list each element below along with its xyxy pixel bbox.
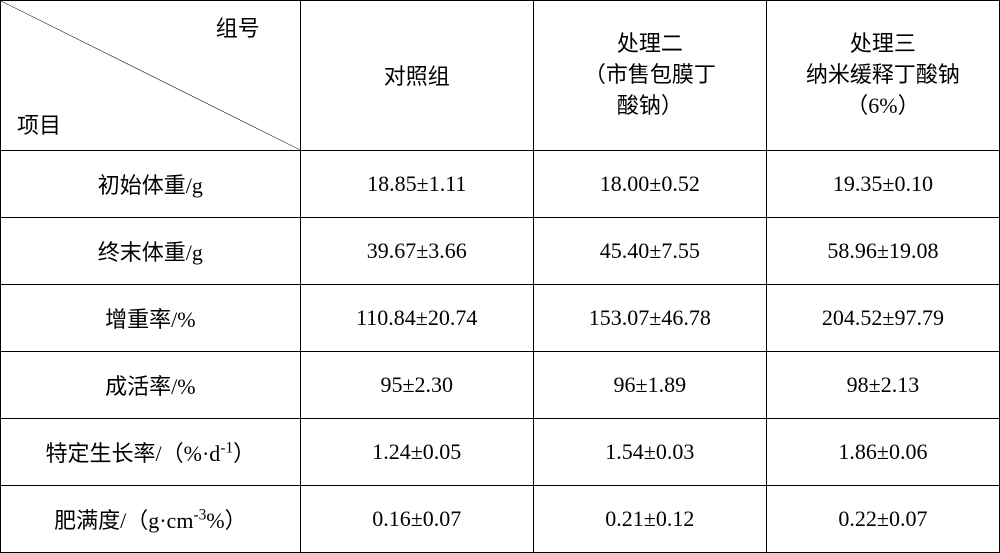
cell-value: 0.16±0.07: [300, 485, 533, 552]
table-row: 特定生长率/（%·d-1） 1.24±0.05 1.54±0.03 1.86±0…: [1, 418, 1000, 485]
cell-value: 1.24±0.05: [300, 418, 533, 485]
header-col-3: 处理三 纳米缓释丁酸钠 （6%）: [766, 1, 999, 151]
cell-value: 0.21±0.12: [533, 485, 766, 552]
diagonal-header-cell: 组号 项目: [1, 1, 301, 151]
cell-value: 19.35±0.10: [766, 150, 999, 217]
cell-value: 96±1.89: [533, 351, 766, 418]
data-table-container: 组号 项目 对照组 处理二 （市售包膜丁 酸钠） 处理三 纳米缓释丁酸钠 （6%…: [0, 0, 1000, 553]
cell-value: 95±2.30: [300, 351, 533, 418]
header-col-2-line1: 处理二: [617, 31, 683, 56]
table-header-row: 组号 项目 对照组 处理二 （市售包膜丁 酸钠） 处理三 纳米缓释丁酸钠 （6%…: [1, 1, 1000, 151]
cell-value: 204.52±97.79: [766, 284, 999, 351]
header-col-3-line2: 纳米缓释丁酸钠: [806, 62, 960, 87]
cell-value: 18.00±0.52: [533, 150, 766, 217]
header-top-label: 组号: [216, 11, 260, 43]
header-col-3-line1: 处理三: [850, 31, 916, 56]
cell-value: 98±2.13: [766, 351, 999, 418]
row-label: 初始体重/g: [1, 150, 301, 217]
data-table: 组号 项目 对照组 处理二 （市售包膜丁 酸钠） 处理三 纳米缓释丁酸钠 （6%…: [0, 0, 1000, 553]
table-row: 终末体重/g 39.67±3.66 45.40±7.55 58.96±19.08: [1, 217, 1000, 284]
table-row: 成活率/% 95±2.30 96±1.89 98±2.13: [1, 351, 1000, 418]
cell-value: 18.85±1.11: [300, 150, 533, 217]
header-col-2-line2: （市售包膜丁: [584, 62, 716, 87]
header-bottom-label: 项目: [17, 108, 61, 140]
header-col-1: 对照组: [300, 1, 533, 151]
cell-value: 1.54±0.03: [533, 418, 766, 485]
table-row: 肥满度/（g·cm-3%） 0.16±0.07 0.21±0.12 0.22±0…: [1, 485, 1000, 552]
cell-value: 110.84±20.74: [300, 284, 533, 351]
cell-value: 153.07±46.78: [533, 284, 766, 351]
row-label: 肥满度/（g·cm-3%）: [1, 485, 301, 552]
table-row: 初始体重/g 18.85±1.11 18.00±0.52 19.35±0.10: [1, 150, 1000, 217]
cell-value: 0.22±0.07: [766, 485, 999, 552]
table-row: 增重率/% 110.84±20.74 153.07±46.78 204.52±9…: [1, 284, 1000, 351]
cell-value: 58.96±19.08: [766, 217, 999, 284]
cell-value: 39.67±3.66: [300, 217, 533, 284]
row-label: 增重率/%: [1, 284, 301, 351]
row-label: 成活率/%: [1, 351, 301, 418]
cell-value: 1.86±0.06: [766, 418, 999, 485]
row-label: 特定生长率/（%·d-1）: [1, 418, 301, 485]
row-label: 终末体重/g: [1, 217, 301, 284]
header-col-2-line3: 酸钠）: [617, 93, 683, 118]
header-col-3-line3: （6%）: [846, 93, 919, 118]
cell-value: 45.40±7.55: [533, 217, 766, 284]
header-col-2: 处理二 （市售包膜丁 酸钠）: [533, 1, 766, 151]
